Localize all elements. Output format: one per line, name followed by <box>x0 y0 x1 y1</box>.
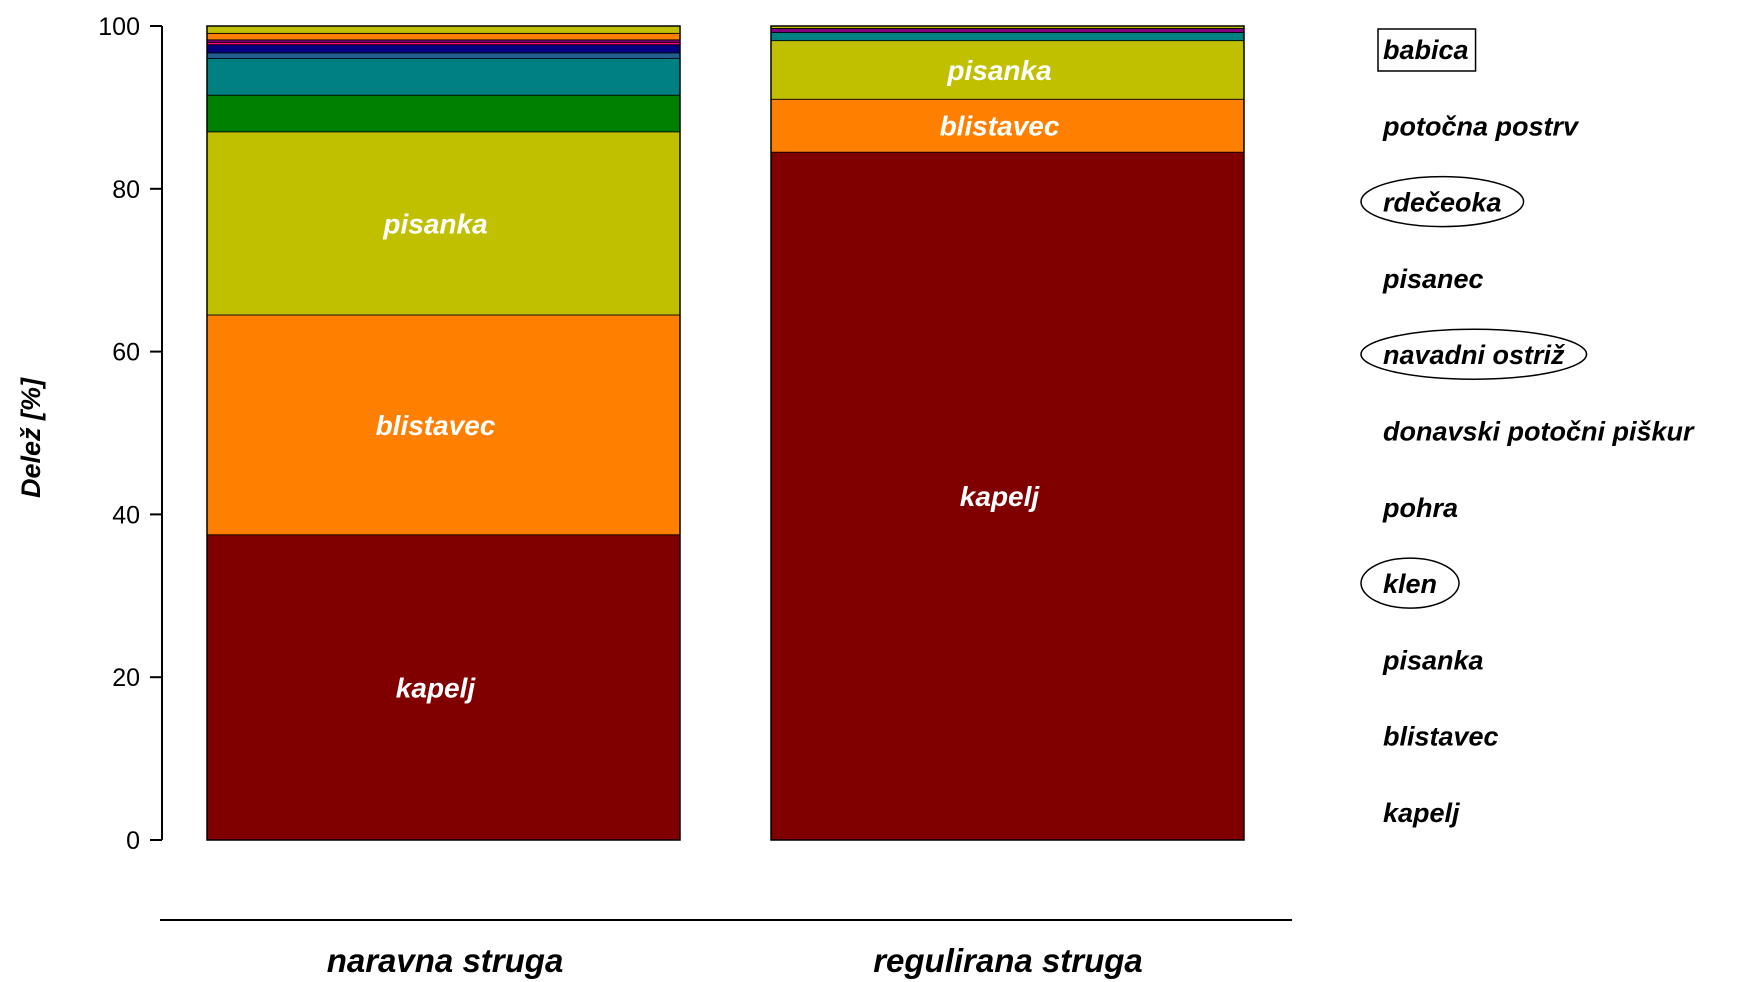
legend-ellipse-marker <box>1360 557 1460 609</box>
bar-segment <box>206 32 681 41</box>
y-axis: 0 20 40 60 80 100 <box>98 13 163 855</box>
segment-label-pisanka: pisanka <box>946 55 1051 86</box>
legend-ellipse-marker <box>1360 175 1525 228</box>
bar-segment <box>206 44 681 54</box>
segment-labels: kapelj blistavec pisanka kapelj blistavec pis… <box>376 55 1060 703</box>
bar-outline <box>770 25 1245 841</box>
legend-ellipse-marker <box>1360 328 1588 380</box>
bar-segment <box>206 131 681 316</box>
segment-label-kapelj: kapelj <box>396 672 477 703</box>
y-tick-label: 100 <box>98 13 140 41</box>
bar-segment <box>770 98 1245 153</box>
segment-label-kapelj: kapelj <box>960 481 1041 512</box>
bar-outline <box>206 25 681 841</box>
y-tick-label: 20 <box>112 664 140 692</box>
bar-segment <box>206 314 681 536</box>
bar-segment <box>770 40 1245 100</box>
legend-item-pisanec: pisanec <box>1382 264 1484 294</box>
legend-item-pohra: pohra <box>1382 493 1458 523</box>
y-tick-label: 0 <box>126 827 140 855</box>
bar-segment <box>206 52 681 59</box>
bar-segment <box>206 58 681 96</box>
legend-item-pisanka: pisanka <box>1382 645 1484 675</box>
legend-item-kapelj: kapelj <box>1383 798 1460 828</box>
legend-item-rdečeoka: rdečeoka <box>1383 188 1502 218</box>
y-tick-label: 60 <box>112 339 140 367</box>
legend-item-klen: klen <box>1383 569 1437 599</box>
y-axis-label: Delež [%] <box>16 377 46 498</box>
category-label: naravna struga <box>327 942 564 979</box>
legend-box-marker <box>1377 28 1477 72</box>
legend-item-potočna-postrv: potočna postrv <box>1382 111 1580 141</box>
legend-item-babica: babica <box>1383 35 1469 65</box>
legend: babica potočna postrv rdečeoka pisanec navad… <box>1360 28 1695 828</box>
y-tick-label: 40 <box>112 501 140 529</box>
legend-item-navadni-ostriž: navadni ostriž <box>1383 340 1565 370</box>
bar-segment <box>206 25 681 34</box>
segment-label-blistavec: blistavec <box>940 111 1060 142</box>
bar-segment <box>206 94 681 133</box>
category-label: regulirana struga <box>873 942 1143 979</box>
category-labels: naravna struga regulirana struga <box>327 942 1143 979</box>
segment-label-blistavec: blistavec <box>376 410 496 441</box>
legend-item-donavski-potočni-piškur: donavski potočni piškur <box>1383 417 1695 447</box>
bar-segment <box>770 32 1245 42</box>
y-tick-label: 80 <box>112 176 140 204</box>
bars <box>206 25 1245 841</box>
bar-segment <box>770 151 1245 841</box>
segment-label-pisanka: pisanka <box>382 208 487 239</box>
legend-item-blistavec: blistavec <box>1383 722 1499 752</box>
bar-segment <box>770 28 1245 33</box>
